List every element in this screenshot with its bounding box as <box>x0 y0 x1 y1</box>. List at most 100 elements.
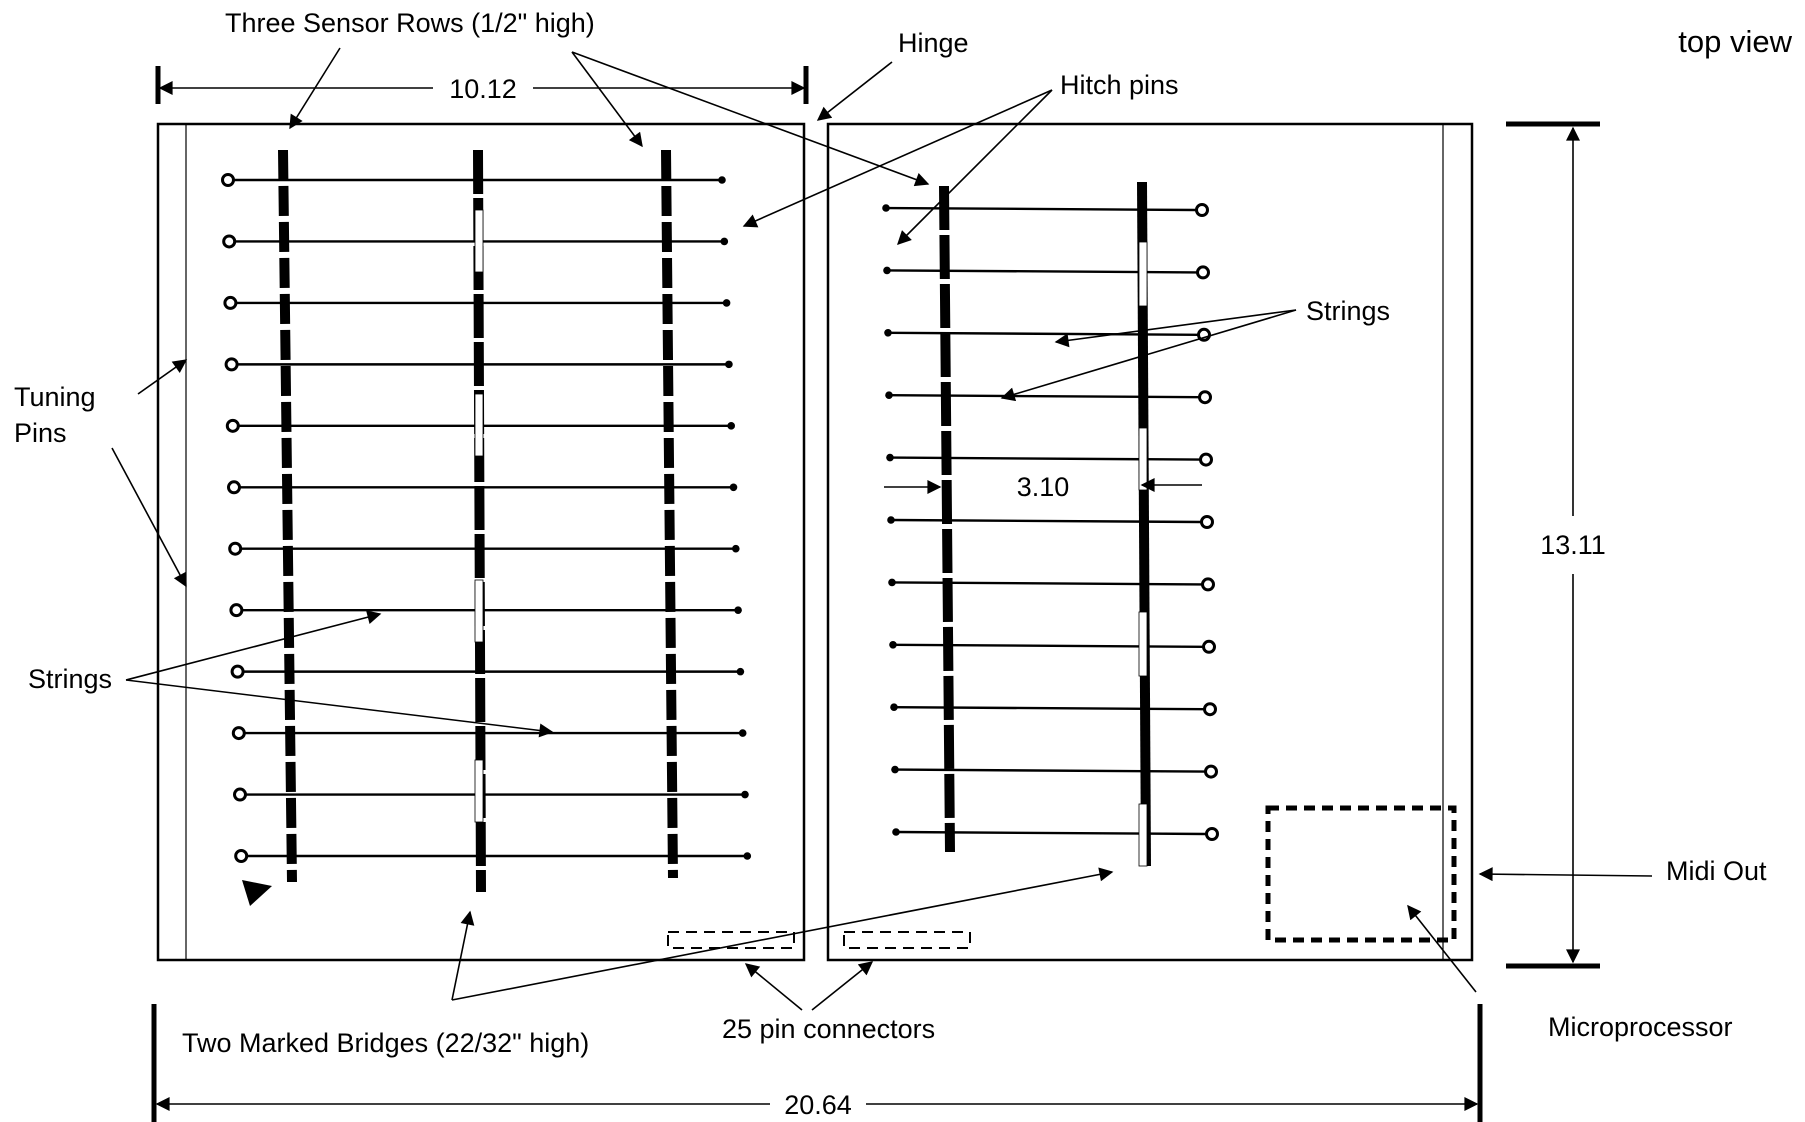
hitch-pins-arrow-1 <box>742 89 1053 228</box>
total-width-dimension: 20.64 <box>151 1004 1483 1122</box>
hitch-pin <box>892 828 900 836</box>
total-width-value: 20.64 <box>784 1090 852 1120</box>
sensor-rows-arrow-3 <box>571 51 930 187</box>
tuning-pins-arrow-2 <box>111 447 187 588</box>
sensor-rows-label: Three Sensor Rows (1/2" high) <box>225 8 595 38</box>
bridge-spacing-value: 3.10 <box>1017 472 1070 502</box>
microprocessor-arrow <box>1407 904 1477 993</box>
strings-left-arrow-2 <box>125 679 554 738</box>
hitch-pins-label: Hitch pins <box>1060 70 1179 100</box>
bridge-spacing-dimension: 3.10 <box>884 472 1202 502</box>
sensor-gap <box>474 393 484 457</box>
hitch-pin <box>729 483 738 492</box>
sensor-gap <box>474 579 484 643</box>
marked-bridges-label: Two Marked Bridges (22/32" high) <box>182 1028 589 1058</box>
strings-label-right: Strings <box>1306 296 1390 326</box>
strings-right-arrow-2 <box>1000 309 1297 402</box>
tuning-pin <box>230 664 245 679</box>
tuning-pins-label-line1: Tuning <box>14 382 96 412</box>
left-corner-arrowhead <box>242 880 272 906</box>
hitch-pin <box>882 204 890 212</box>
right-25-pin-connector <box>843 931 971 949</box>
right-string <box>890 518 1202 524</box>
tuning-pin <box>233 787 247 802</box>
sensor-gap <box>474 209 484 273</box>
height-dimension: 13.11 <box>1506 121 1606 969</box>
tuning-pin <box>1198 390 1212 405</box>
bridges-arrow-1 <box>451 910 475 1001</box>
left-sensor-rows <box>278 149 678 893</box>
left-25-pin-connector <box>667 931 795 949</box>
tuning-pin <box>1205 827 1219 841</box>
microprocessor-label: Microprocessor <box>1548 1012 1733 1042</box>
right-strings <box>882 203 1219 841</box>
midi-out-arrow <box>1478 867 1653 882</box>
hitch-pin <box>741 790 749 799</box>
tuning-pin <box>234 849 249 863</box>
microprocessor-box <box>1265 805 1457 943</box>
hitch-pin <box>725 360 733 369</box>
right-string <box>889 456 1201 461</box>
tuning-pin <box>231 726 246 741</box>
top-view-label: top view <box>1678 24 1792 59</box>
tuning-pin <box>1195 203 1209 217</box>
hitch-pin <box>890 703 898 711</box>
tuning-pins-arrow-1 <box>137 359 188 395</box>
hitch-pin <box>722 299 731 307</box>
tuning-pin <box>1202 639 1216 654</box>
hitch-pins-arrow-2 <box>897 89 1053 245</box>
right-string <box>887 331 1199 336</box>
right-string <box>891 581 1203 586</box>
tuning-pins-label-line2: Pins <box>14 418 67 448</box>
hitch-pin <box>891 765 899 774</box>
sensor-rows-arrow-2 <box>571 51 643 148</box>
tuning-pin <box>1203 702 1217 717</box>
tuning-pin <box>227 480 241 495</box>
bridge-gap <box>1138 427 1148 491</box>
left-panel <box>156 122 806 962</box>
bridge-gap <box>1138 241 1148 307</box>
right-string <box>886 269 1198 274</box>
panel-width-dimension: 10.12 <box>155 66 809 104</box>
hitch-pin <box>718 176 726 184</box>
tuning-pin <box>1197 327 1211 342</box>
hinge-arrow <box>816 61 893 121</box>
sensor-row <box>278 149 297 883</box>
bridge-gap <box>1138 803 1148 867</box>
hitch-pin <box>884 329 892 337</box>
hitch-pin <box>887 516 895 524</box>
tuning-pin <box>223 295 238 310</box>
tuning-pin <box>222 234 237 249</box>
hitch-pin <box>883 266 891 275</box>
tuning-pin <box>225 418 240 433</box>
right-string <box>893 706 1205 711</box>
connector-arrow-2 <box>811 961 874 1011</box>
hitch-pin <box>736 667 745 676</box>
sensor-row <box>661 149 678 879</box>
hitch-pin <box>727 422 735 430</box>
tuning-pin <box>1201 577 1215 592</box>
hitch-pin <box>720 237 729 246</box>
right-string <box>888 394 1200 399</box>
strings-label-left: Strings <box>28 664 112 694</box>
tuning-pin <box>221 173 235 187</box>
bridge-gap <box>1138 611 1148 677</box>
hitch-pin <box>743 852 752 860</box>
connector-arrow-1 <box>744 963 803 1011</box>
right-string <box>894 768 1206 773</box>
right-marked-bridges <box>939 181 1151 867</box>
tuning-pin <box>1204 764 1218 779</box>
bridge-left <box>939 185 955 853</box>
pin-connectors-label: 25 pin connectors <box>722 1014 935 1044</box>
right-string <box>892 643 1204 648</box>
height-value: 13.11 <box>1540 530 1606 560</box>
hitch-pin <box>885 391 893 400</box>
tuning-pin <box>1200 515 1214 529</box>
strings-left-arrow-1 <box>125 610 382 681</box>
tuning-pin <box>228 541 243 556</box>
tuning-pin <box>229 603 244 618</box>
strings-right-arrow-1 <box>1054 309 1297 348</box>
tuning-pin <box>1199 452 1213 467</box>
hitch-pin <box>734 606 742 614</box>
